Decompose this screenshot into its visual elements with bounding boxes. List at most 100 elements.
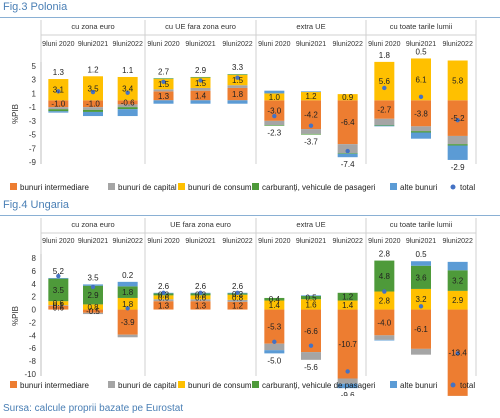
bar-segment-bunuri-de-capital (374, 118, 395, 125)
data-label-bunuri-de-consum: 1.4 (269, 301, 281, 310)
bar-segment-bunuri-de-capital (264, 120, 285, 125)
bar-segment-bunuri-de-capital (227, 85, 248, 88)
data-label-carburanti: 0.3 (195, 290, 207, 299)
period-label: 9luni2022 (222, 41, 252, 48)
period-label: 9luni2021 (185, 41, 215, 48)
bar-segment-bunuri-de-capital (301, 129, 321, 134)
total-marker (418, 304, 424, 309)
period-label: 9luni2022 (112, 238, 142, 245)
bar-segment-bunuri-de-consum (264, 300, 285, 310)
y-tick-label: 1 (32, 89, 37, 98)
bar-segment-alte-bunuri (374, 339, 395, 341)
total-marker (382, 85, 387, 91)
bar-segment-carburanti (264, 297, 285, 301)
data-label-bunuri-de-consum: 1.0 (269, 93, 281, 102)
bar-segment-bunuri-de-consum (83, 76, 103, 101)
period-label: 9luni2021 (406, 41, 436, 48)
total-marker (90, 284, 96, 290)
bar-segment-bunuri-intermediare (264, 100, 285, 121)
total-marker (56, 89, 61, 94)
data-label-total: -3.7 (304, 138, 318, 147)
period-label: 9luni 2020 (258, 238, 290, 245)
data-label-bunuri-intermediare: -10.7 (339, 340, 358, 349)
bar-segment-alte-bunuri (153, 100, 174, 104)
data-label-bunuri-intermediare: 1.8 (232, 90, 244, 99)
bar-segment-alte-bunuri (264, 350, 285, 354)
legend-label-carburanti: carburanți, vehicule de pasageri (262, 183, 376, 192)
group-header: UE fara zona euro (170, 220, 231, 229)
period-label: 9luni 2020 (42, 238, 74, 245)
legend-label-bunuri-de-capital: bunuri de capital (118, 183, 177, 192)
legend-swatch-carburanti (252, 183, 259, 190)
bar-segment-bunuri-de-consum (301, 299, 321, 310)
bar-segment-bunuri-intermediare (374, 100, 395, 119)
data-label-carburanti: 3.5 (53, 286, 65, 295)
data-label-bunuri-intermediare: -3.0 (267, 107, 281, 116)
period-label: 9luni2022 (112, 41, 142, 48)
bar-segment-bunuri-de-capital (447, 135, 468, 145)
total-marker (161, 79, 166, 84)
period-label: 9luni2022 (222, 238, 252, 245)
period-label: 9luni 2020 (368, 238, 400, 245)
y-tick-label: -1 (29, 103, 37, 112)
data-label-bunuri-intermediare: -0.5 (86, 307, 100, 316)
period-label: 9luni2021 (185, 238, 215, 245)
data-label-bunuri-de-consum: 6.1 (415, 75, 427, 84)
fig4-title: Fig.4 Ungaria (3, 199, 70, 211)
total-marker (198, 290, 203, 295)
y-tick-label: 5 (32, 62, 37, 71)
bar-segment-bunuri-de-consum (190, 77, 211, 88)
y-tick-label: -8 (29, 357, 37, 366)
legend-swatch-bunuri-intermediare (10, 183, 17, 190)
data-label-bunuri-de-consum: 1.5 (158, 80, 170, 89)
legend-swatch-bunuri-de-consum (178, 381, 185, 388)
group-header: cu zona euro (71, 22, 114, 31)
total-marker (198, 78, 203, 83)
bar-segment-alte-bunuri (447, 261, 468, 271)
period-label: 9luni2021 (296, 238, 326, 245)
total-marker (455, 117, 460, 123)
bar-segment-bunuri-intermediare (48, 100, 69, 108)
bar-segment-bunuri-de-consum (117, 76, 138, 101)
bar-segment-alte-bunuri (301, 295, 321, 297)
data-label-carburanti: 2.9 (87, 291, 99, 300)
data-label-total: 3.5 (87, 273, 99, 282)
data-label-total: 2.6 (158, 282, 170, 291)
bar-segment-bunuri-de-consum (411, 288, 431, 310)
data-label-total: -2.3 (267, 129, 281, 138)
bar-segment-bunuri-de-capital (117, 104, 138, 108)
bar-segment-bunuri-de-consum (83, 304, 103, 310)
bar-segment-bunuri-de-consum (153, 295, 174, 300)
bar-segment-bunuri-de-consum (447, 290, 468, 310)
bar-segment-bunuri-de-consum (374, 61, 395, 101)
total-marker (90, 89, 96, 95)
period-label: 9luni 2020 (368, 41, 400, 48)
bar-segment-carburanti (337, 292, 358, 301)
legend-swatch-bunuri-de-consum (178, 183, 185, 190)
legend-label-alte-bunuri: alte bunuri (400, 183, 438, 192)
data-label-bunuri-de-consum: 1.6 (305, 300, 317, 309)
total-marker (272, 113, 277, 119)
bar-segment-alte-bunuri (337, 153, 358, 158)
data-label-bunuri-de-consum: 1.4 (342, 301, 354, 310)
data-label-total: 2.8 (379, 250, 391, 259)
bar-segment-carburanti (48, 278, 69, 302)
total-marker (161, 290, 166, 295)
data-label-bunuri-intermediare: 0.6 (53, 304, 65, 313)
bar-segment-bunuri-de-consum (264, 93, 285, 101)
legend-swatch-bunuri-intermediare (10, 381, 17, 388)
bar-segment-alte-bunuri (337, 383, 358, 389)
bar-segment-carburanti (411, 131, 431, 133)
data-label-bunuri-intermediare: -3.9 (121, 318, 135, 327)
period-label: 9luni 2020 (258, 41, 290, 48)
bar-segment-bunuri-de-capital (301, 352, 321, 360)
period-label: 9luni2021 (296, 41, 326, 48)
data-label-carburanti: 3.2 (452, 277, 464, 286)
legend-swatch-bunuri-de-capital (108, 381, 115, 388)
bar-segment-bunuri-de-capital (48, 305, 69, 306)
fig3-title-rule (0, 17, 500, 18)
fig4-title-rule (0, 215, 500, 216)
data-label-carburanti: 4.8 (379, 272, 391, 281)
data-label-total: 1.3 (53, 68, 65, 77)
y-tick-label: -7 (29, 144, 37, 153)
